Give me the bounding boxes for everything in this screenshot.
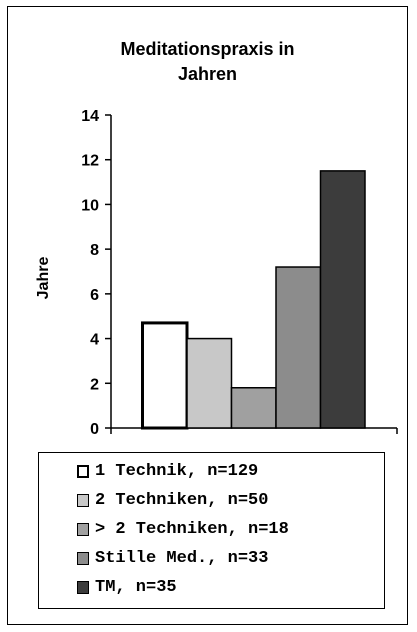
y-tick-label: 0 xyxy=(90,421,99,438)
y-tick-label: 8 xyxy=(90,242,99,259)
legend-item: Stille Med., n=33 xyxy=(77,544,384,573)
legend-label: 2 Techniken, n=50 xyxy=(95,491,269,510)
y-axis-label: Jahre xyxy=(35,257,52,300)
legend-swatch xyxy=(77,494,89,507)
bar-2 xyxy=(186,337,233,429)
chart-title-line-1: Meditationspraxis in xyxy=(120,39,295,59)
legend-item: > 2 Techniken, n=18 xyxy=(77,515,384,544)
y-tick-label: 12 xyxy=(81,153,99,170)
legend-item: TM, n=35 xyxy=(77,573,384,602)
chart-frame: Meditationspraxis in Jahren xyxy=(7,6,408,625)
legend-label: 1 Technik, n=129 xyxy=(95,462,259,481)
legend-item: 2 Techniken, n=50 xyxy=(77,486,384,515)
legend: 1 Technik, n=129 2 Techniken, n=50 > 2 Tec… xyxy=(38,452,385,609)
legend-label: TM, n=35 xyxy=(95,578,177,597)
legend-label: > 2 Techniken, n=18 xyxy=(95,520,289,539)
legend-swatch xyxy=(77,523,89,536)
legend-swatch xyxy=(77,552,89,565)
legend-label: Stille Med., n=33 xyxy=(95,549,269,568)
y-tick-label: 6 xyxy=(90,287,99,304)
chart-title: Meditationspraxis in Jahren xyxy=(8,37,407,87)
y-tick-label: 14 xyxy=(81,108,99,125)
bar-3 xyxy=(230,387,277,429)
chart-title-line-2: Jahren xyxy=(177,64,238,85)
plot-area: 0 2 4 6 8 10 12 14 Jahre xyxy=(35,108,398,438)
legend-item: 1 Technik, n=129 xyxy=(77,457,384,486)
bar-5 xyxy=(319,170,366,429)
legend-swatch xyxy=(77,465,89,478)
bar-4 xyxy=(275,266,322,429)
bar-1 xyxy=(141,321,189,430)
y-tick-label: 4 xyxy=(90,332,99,349)
y-tick-label: 2 xyxy=(90,376,99,393)
y-tick-label: 10 xyxy=(81,197,99,214)
legend-swatch xyxy=(77,581,89,594)
